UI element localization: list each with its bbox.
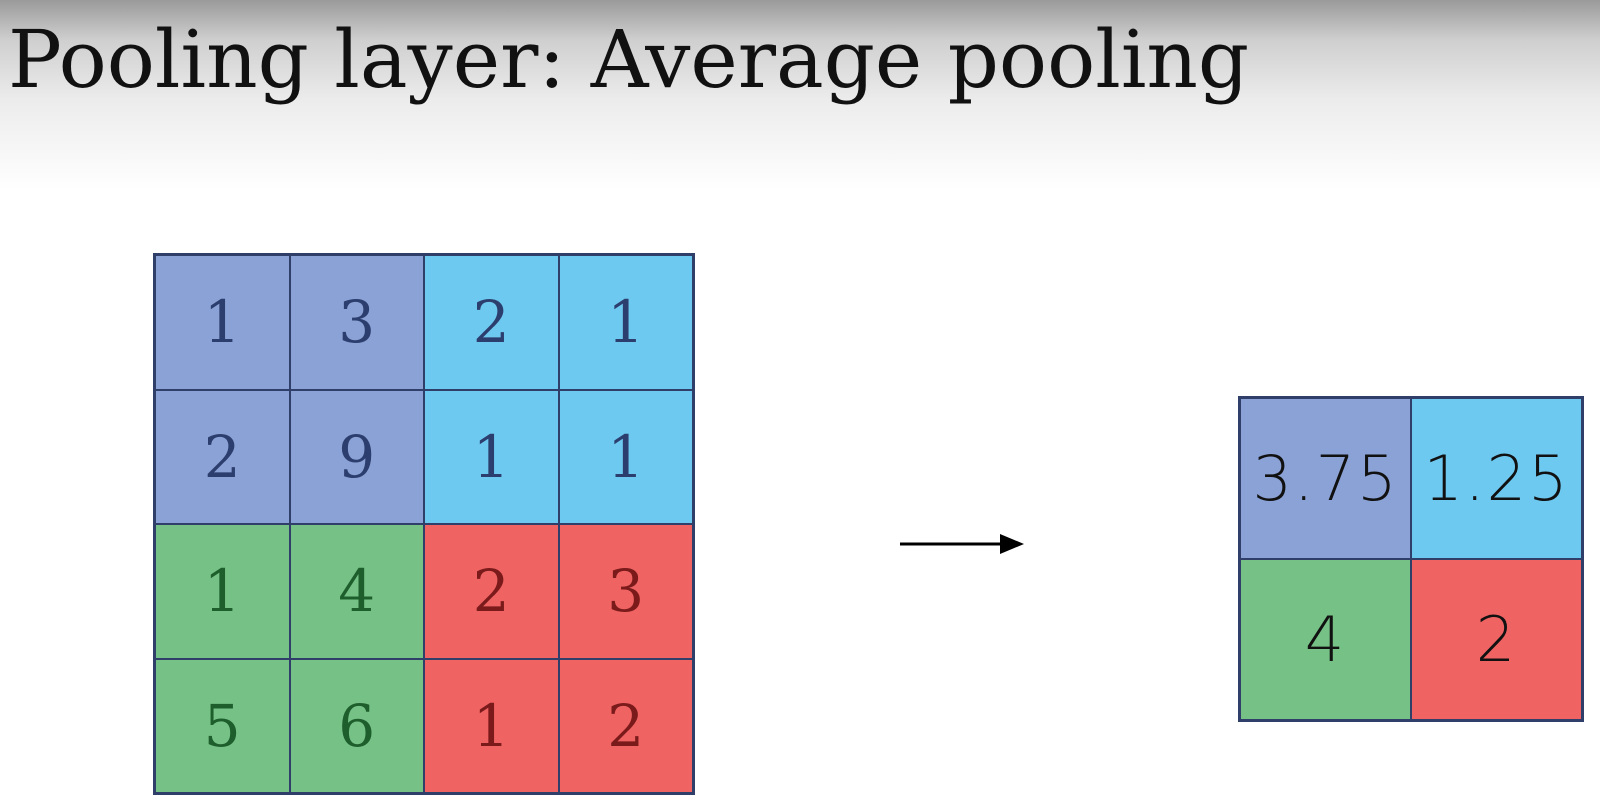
slide-title: Pooling layer: Average pooling xyxy=(8,13,1250,106)
input-cell: 9 xyxy=(289,389,424,524)
output-cell: 4 xyxy=(1240,559,1411,720)
input-cell: 2 xyxy=(424,255,559,390)
output-matrix: 3.75 1.25 4 2 xyxy=(1238,396,1584,722)
input-cell: 6 xyxy=(289,658,424,793)
input-cell: 4 xyxy=(289,524,424,659)
input-cell: 3 xyxy=(289,255,424,390)
input-cell: 1 xyxy=(424,389,559,524)
output-cell: 2 xyxy=(1411,559,1582,720)
input-matrix: 1 3 2 1 2 9 1 1 1 4 2 3 5 6 1 2 xyxy=(153,253,695,795)
input-cell: 1 xyxy=(424,658,559,793)
input-cell: 1 xyxy=(558,389,693,524)
input-cell: 3 xyxy=(558,524,693,659)
input-cell: 2 xyxy=(558,658,693,793)
input-cell: 1 xyxy=(155,255,290,390)
right-arrow-icon xyxy=(900,534,1024,554)
input-cell: 5 xyxy=(155,658,290,793)
output-cell: 3.75 xyxy=(1240,398,1411,559)
input-cell: 2 xyxy=(424,524,559,659)
header-gradient xyxy=(0,0,1600,200)
input-cell: 1 xyxy=(155,524,290,659)
output-cell: 1.25 xyxy=(1411,398,1582,559)
input-cell: 1 xyxy=(558,255,693,390)
input-cell: 2 xyxy=(155,389,290,524)
